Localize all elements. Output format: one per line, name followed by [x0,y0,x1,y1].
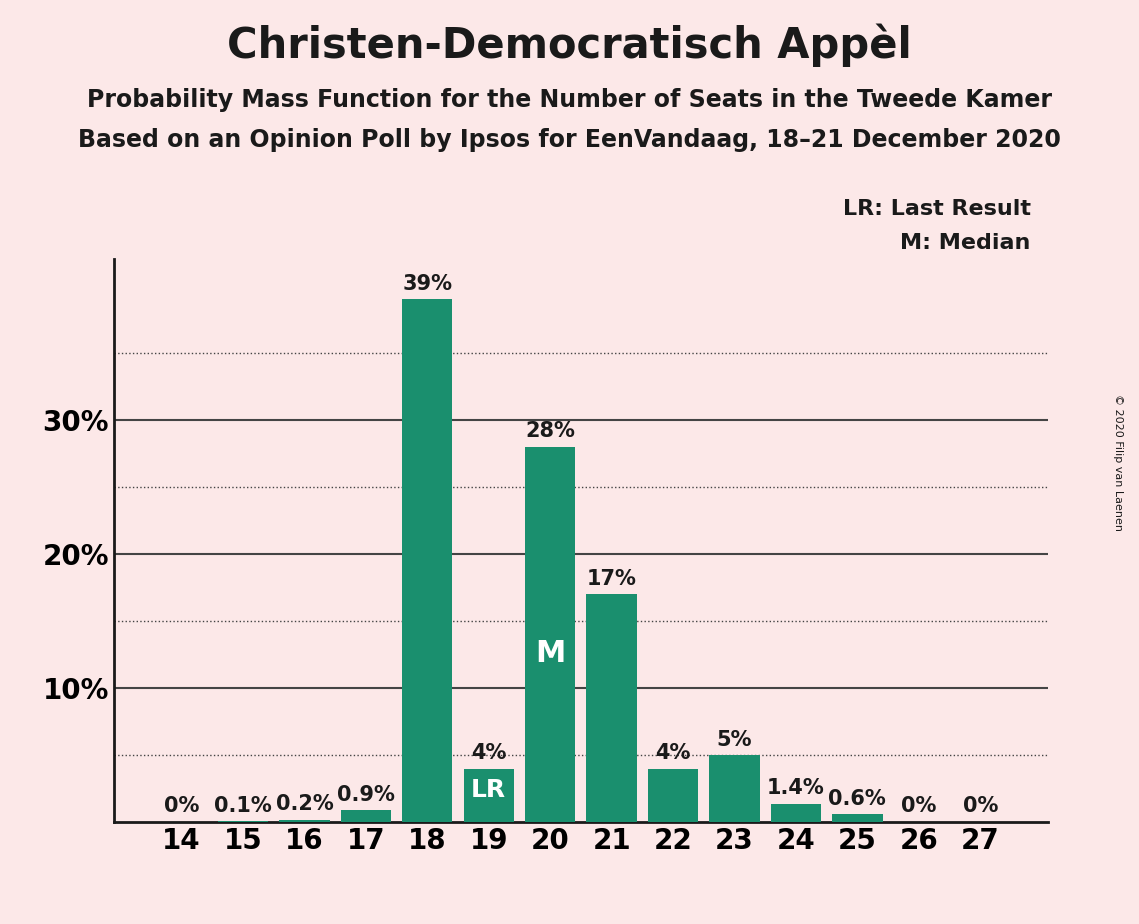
Text: 0.1%: 0.1% [214,796,272,816]
Text: Based on an Opinion Poll by Ipsos for EenVandaag, 18–21 December 2020: Based on an Opinion Poll by Ipsos for Ee… [79,128,1060,152]
Text: M: M [535,638,565,668]
Bar [833,814,883,822]
Text: 17%: 17% [587,569,637,589]
Text: 0.2%: 0.2% [276,795,334,814]
Bar [648,769,698,822]
Bar [771,804,821,822]
Bar [464,769,514,822]
Text: 5%: 5% [716,730,752,750]
Text: 0%: 0% [164,796,199,816]
Text: 1.4%: 1.4% [767,778,825,798]
Bar [279,820,329,822]
Text: 0%: 0% [901,796,936,816]
Bar [710,755,760,822]
Bar [341,810,391,822]
Text: 4%: 4% [655,743,690,763]
Text: © 2020 Filip van Laenen: © 2020 Filip van Laenen [1114,394,1123,530]
Text: 4%: 4% [472,743,507,763]
Text: 28%: 28% [525,421,575,442]
Text: 0.6%: 0.6% [828,789,886,808]
Bar [402,299,452,822]
Bar [587,594,637,822]
Text: 0.9%: 0.9% [337,784,395,805]
Text: Probability Mass Function for the Number of Seats in the Tweede Kamer: Probability Mass Function for the Number… [87,88,1052,112]
Text: M: Median: M: Median [901,233,1031,253]
Text: 39%: 39% [402,274,452,294]
Bar [525,446,575,822]
Text: 0%: 0% [962,796,998,816]
Text: LR: Last Result: LR: Last Result [843,199,1031,219]
Bar [218,821,268,822]
Text: Christen-Democratisch Appèl: Christen-Democratisch Appèl [227,23,912,67]
Text: LR: LR [472,778,507,802]
